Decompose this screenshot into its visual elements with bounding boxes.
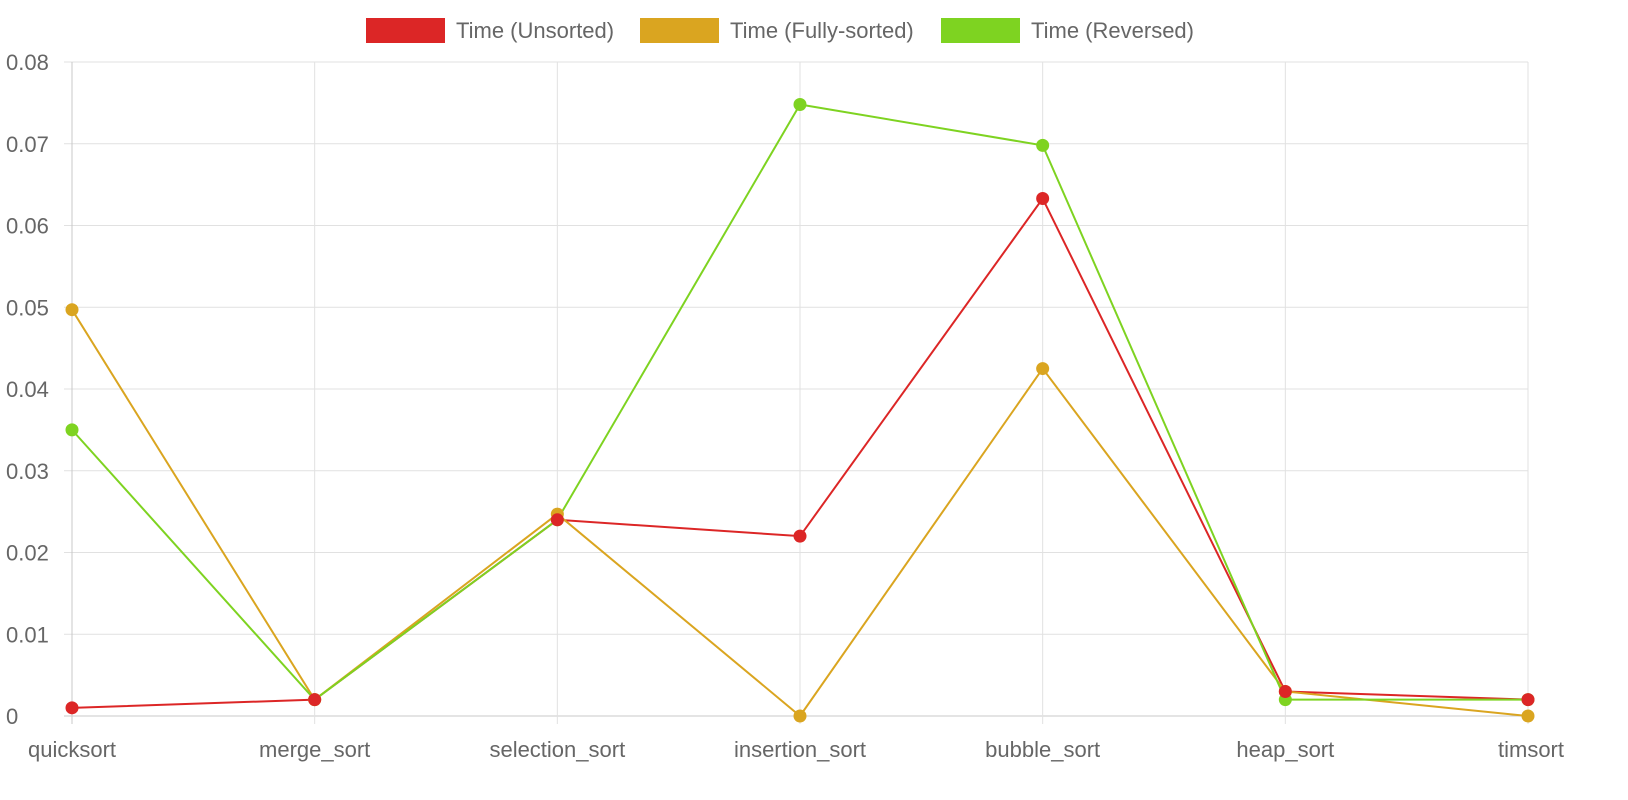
y-tick-label: 0.07 (6, 132, 49, 157)
legend-label: Time (Unsorted) (456, 18, 614, 43)
x-tick-label: insertion_sort (734, 737, 866, 762)
legend-label: Time (Reversed) (1031, 18, 1194, 43)
y-tick-label: 0.02 (6, 541, 49, 566)
data-point (1036, 138, 1050, 152)
data-point (308, 693, 322, 707)
x-tick-label: bubble_sort (985, 737, 1100, 762)
x-tick-label: timsort (1498, 737, 1564, 762)
data-point (1036, 362, 1050, 376)
y-tick-label: 0.06 (6, 214, 49, 239)
data-point (1278, 684, 1292, 698)
legend-swatch (640, 18, 719, 43)
legend-swatch (941, 18, 1020, 43)
y-tick-label: 0.05 (6, 295, 49, 320)
data-point (793, 529, 807, 543)
grid (64, 61, 1529, 724)
data-point (65, 423, 79, 437)
data-point (1521, 693, 1535, 707)
data-point (793, 709, 807, 723)
x-tick-label: merge_sort (259, 737, 370, 762)
data-point (1521, 709, 1535, 723)
series-points (65, 98, 1535, 723)
legend: Time (Unsorted) Time (Fully-sorted) Time (… (366, 18, 1194, 43)
y-tick-label: 0.03 (6, 459, 49, 484)
y-tick-label: 0.04 (6, 377, 49, 402)
data-point (65, 701, 79, 715)
legend-label: Time (Fully-sorted) (730, 18, 914, 43)
data-point (1036, 192, 1050, 206)
data-point (65, 303, 79, 317)
legend-swatch (366, 18, 445, 43)
x-tick-label: quicksort (28, 737, 116, 762)
y-tick-label: 0 (6, 704, 18, 729)
x-tick-label: heap_sort (1236, 737, 1334, 762)
data-point (550, 513, 564, 527)
y-tick-label: 0.01 (6, 622, 49, 647)
data-point (793, 98, 807, 112)
y-tick-label: 0.08 (6, 50, 49, 75)
x-tick-label: selection_sort (489, 737, 625, 762)
axes: 0 0.01 0.02 0.03 0.04 0.05 0.06 0.07 0.08 quickso… (6, 50, 1564, 762)
